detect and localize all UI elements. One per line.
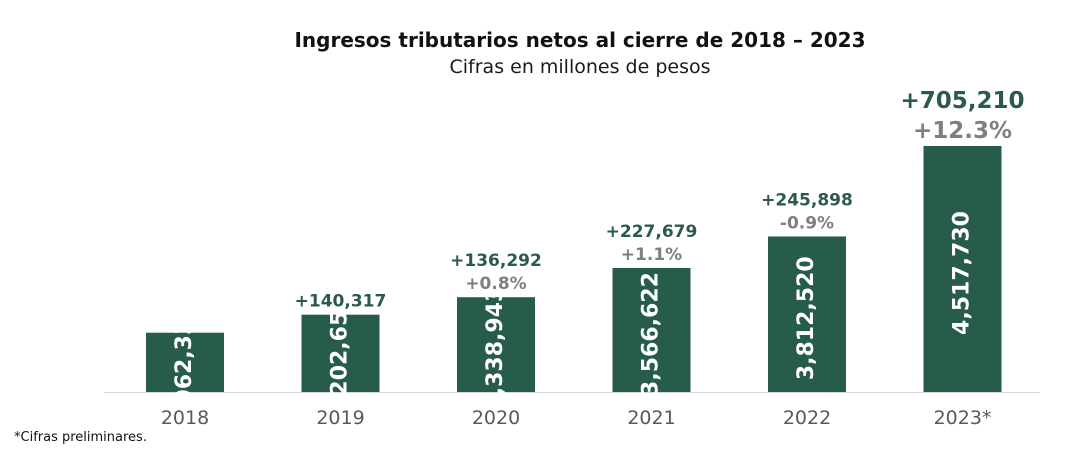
x-tick-label: 2021 bbox=[627, 407, 675, 429]
growth-rate-label: +1.1% bbox=[621, 245, 682, 265]
increment-label: +227,679 bbox=[606, 222, 698, 242]
x-tick-label: 2019 bbox=[316, 407, 364, 429]
increment-label: +140,317 bbox=[295, 292, 387, 312]
bar bbox=[612, 268, 691, 392]
growth-rate-label: +0.8% bbox=[465, 274, 526, 294]
x-tick-label: 2020 bbox=[472, 407, 520, 429]
bar bbox=[146, 332, 224, 392]
growth-rate-label: +12.3% bbox=[913, 118, 1012, 144]
increment-label: +705,210 bbox=[900, 88, 1024, 114]
bar bbox=[301, 314, 380, 392]
bar-value-label: 3,062,334 bbox=[172, 304, 197, 428]
bar-value-label: 3,566,622 bbox=[639, 272, 664, 396]
bar bbox=[923, 146, 1002, 392]
x-tick-label: 2023* bbox=[934, 407, 992, 429]
x-tick-label: 2018 bbox=[161, 407, 209, 429]
bar bbox=[768, 236, 846, 392]
bar-value-label: 3,338,943 bbox=[483, 287, 508, 411]
increment-label: +245,898 bbox=[761, 190, 853, 210]
bar-value-label: 4,517,730 bbox=[950, 211, 975, 335]
chart-title: Ingresos tributarios netos al cierre de … bbox=[294, 28, 866, 52]
bar-value-label: 3,202,651 bbox=[328, 295, 353, 419]
bar bbox=[457, 297, 535, 392]
x-tick-label: 2022 bbox=[783, 407, 831, 429]
growth-rate-label: -0.9% bbox=[780, 213, 834, 233]
footnote: *Cifras preliminares. bbox=[14, 430, 147, 445]
chart-subtitle: Cifras en millones de pesos bbox=[449, 56, 711, 78]
bar-value-label: 3,812,520 bbox=[794, 256, 819, 380]
increment-label: +136,292 bbox=[450, 251, 542, 271]
